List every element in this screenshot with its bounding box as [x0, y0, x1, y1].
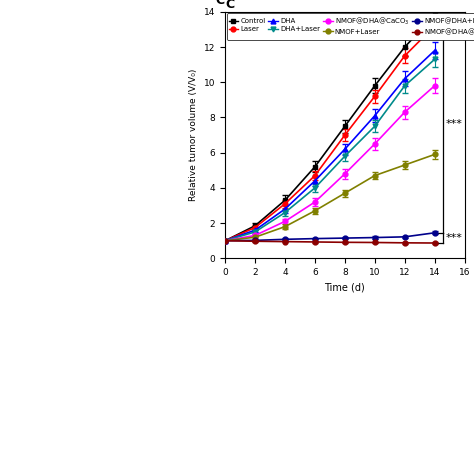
Text: ***: ***	[446, 119, 463, 129]
Y-axis label: Relative tumor volume (V/V₀): Relative tumor volume (V/V₀)	[190, 69, 199, 201]
Text: ***: ***	[446, 233, 463, 243]
X-axis label: Time (d): Time (d)	[325, 283, 365, 292]
Legend: Control, Laser, DHA, DHA+Laser, NMOF@DHA@CaCO$_3$, NMOF+Laser, NMOF@DHA+Laser, N: Control, Laser, DHA, DHA+Laser, NMOF@DHA…	[227, 13, 474, 40]
Text: C: C	[216, 0, 225, 7]
Text: C: C	[225, 0, 234, 11]
